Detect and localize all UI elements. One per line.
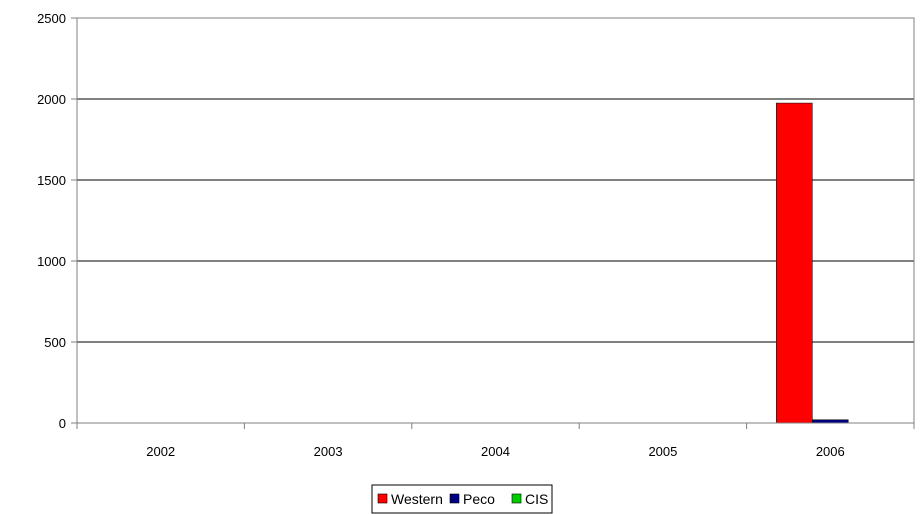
legend-box [371, 484, 553, 514]
x-tick-label: 2006 [816, 444, 845, 459]
y-tick-label: 0 [59, 416, 66, 431]
legend-swatch-peco [449, 493, 460, 504]
y-tick-label: 1500 [37, 173, 66, 188]
legend: Western Peco CIS [371, 484, 553, 514]
x-axis-ticks: 2002 2003 2004 2005 2006 [76, 422, 915, 459]
y-tick-label: 2000 [37, 92, 66, 107]
legend-label-cis: CIS [525, 491, 548, 507]
bars [776, 102, 849, 424]
y-tick-label: 1000 [37, 254, 66, 269]
legend-swatch-cis [511, 493, 522, 504]
legend-swatch-western [377, 493, 388, 504]
y-tick-label: 2500 [37, 11, 66, 26]
x-tick-label: 2002 [146, 444, 175, 459]
y-tick-label: 500 [44, 335, 66, 350]
legend-label-western: Western [391, 491, 443, 507]
bar-western-2006 [776, 102, 813, 424]
legend-label-peco: Peco [463, 491, 495, 507]
plot-frame [76, 17, 915, 424]
y-axis-ticks: 0 500 1000 1500 2000 2500 [37, 11, 77, 431]
x-tick-label: 2003 [314, 444, 343, 459]
x-tick-label: 2004 [481, 444, 510, 459]
x-tick-label: 2005 [648, 444, 677, 459]
